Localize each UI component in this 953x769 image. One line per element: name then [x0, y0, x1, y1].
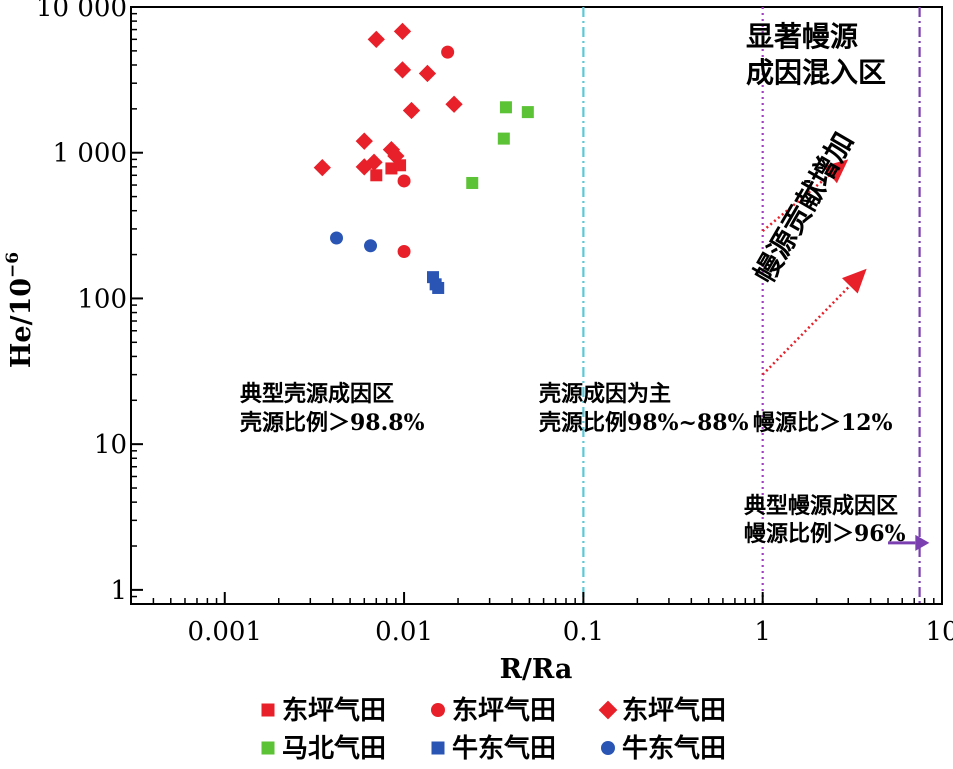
legend-marker-circle	[431, 703, 445, 717]
data-point-square	[497, 132, 510, 145]
legend-marker-diamond	[598, 700, 618, 720]
data-point-diamond	[402, 101, 421, 120]
x-tick-label: 0.1	[563, 617, 604, 647]
data-point-circle	[397, 244, 411, 258]
data-point-diamond	[355, 132, 373, 150]
x-tick-label: 1	[754, 617, 771, 647]
zone-mixing-title-2: 成因混入区	[746, 56, 886, 89]
y-tick-label: 1	[110, 576, 127, 606]
data-point-diamond	[445, 95, 463, 113]
data-point-diamond	[355, 158, 373, 176]
trend-arrow-head	[841, 268, 867, 294]
legend-marker-circle	[601, 741, 615, 755]
y-tick-label: 10 000	[36, 0, 127, 23]
data-point-square	[521, 106, 534, 119]
zone-mantle-ratio-label: 幔源比＞12%	[753, 410, 893, 436]
data-point-diamond	[313, 158, 331, 177]
legend-marker-square	[431, 741, 445, 755]
data-point-square	[432, 281, 445, 294]
y-axis-title-group: He/10−6	[3, 252, 37, 368]
data-point-square	[370, 169, 383, 182]
data-point-circle	[364, 239, 378, 253]
zone-mantle-title: 典型幔源成因区	[744, 493, 898, 519]
data-point-square	[499, 101, 512, 114]
y-axis-title-exponent: −6	[3, 252, 23, 278]
x-axis-title: R/Ra	[500, 654, 573, 685]
trend-arrow-head	[822, 159, 849, 184]
legend-marker-square	[261, 741, 275, 755]
zone-crustal-title: 典型壳源成因区	[240, 381, 394, 407]
data-point-diamond	[393, 61, 412, 79]
x-tick-label: 10	[925, 617, 953, 647]
data-point-diamond	[387, 147, 405, 165]
zone-crust-dominant-title: 壳源成因为主	[538, 381, 671, 407]
legend-label: 牛东气田	[622, 733, 726, 764]
data-point-diamond	[393, 22, 412, 41]
data-point-diamond	[418, 64, 437, 83]
y-tick-label: 1 000	[53, 139, 127, 169]
zone-crust-dominant-ratio: 壳源比例98%~88%	[538, 410, 749, 436]
zone-mixing-title-1: 显著幔源	[746, 20, 858, 53]
legend-label: 牛东气田	[452, 733, 556, 764]
data-point-diamond	[367, 30, 385, 48]
axis-ticks: 0.001 0.01 0.1 1 10 1 10 100 1 000 10 000	[36, 0, 953, 647]
legend-label: 马北气田	[282, 733, 386, 764]
x-tick-label: 0.001	[188, 617, 262, 647]
legend-marker-square	[261, 703, 275, 717]
y-axis-title: He/10−6	[3, 252, 37, 368]
data-point-circle	[330, 231, 344, 245]
zone-mantle-ratio: 幔源比例＞96%	[744, 521, 906, 547]
trend-arrows	[761, 159, 930, 551]
trend-label-group: 幔源贡献增加	[747, 126, 860, 288]
mantle-arrow-head	[915, 534, 930, 551]
y-tick-label: 100	[77, 284, 127, 314]
y-axis-title-base: He/10	[6, 278, 37, 368]
legend-label: 东坪气田	[282, 695, 386, 726]
zone-crustal-ratio: 壳源比例＞98.8%	[239, 410, 425, 436]
trend-label: 幔源贡献增加	[747, 126, 860, 288]
legend-label: 东坪气田	[622, 695, 726, 726]
y-tick-label: 10	[94, 430, 127, 460]
data-point-circle	[397, 174, 411, 188]
data-points	[313, 22, 534, 294]
x-tick-label: 0.01	[375, 617, 433, 647]
trend-arrow-shaft	[761, 284, 851, 376]
data-point-square	[466, 176, 479, 189]
legend-label: 东坪气田	[452, 695, 556, 726]
data-point-circle	[441, 45, 455, 59]
